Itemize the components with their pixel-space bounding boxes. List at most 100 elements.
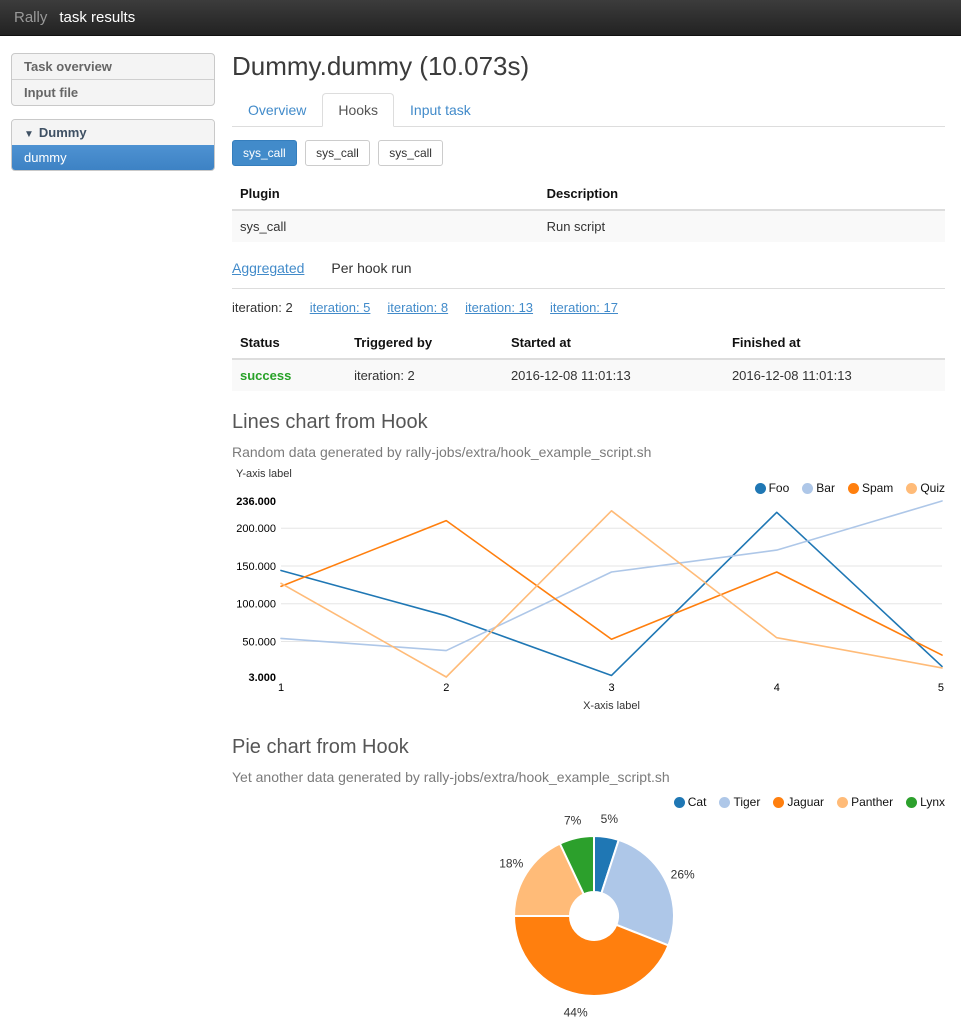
svg-text:7%: 7% bbox=[564, 814, 582, 828]
plugin-table-header-description: Description bbox=[539, 178, 945, 210]
runs-header-finished-at: Finished at bbox=[724, 327, 945, 359]
tab-hooks-link[interactable]: Hooks bbox=[322, 93, 394, 127]
sidebar-nav-group: Task overview Input file bbox=[11, 53, 215, 106]
sidebar-item-input-file[interactable]: Input file bbox=[12, 79, 214, 105]
tab-input-task-link[interactable]: Input task bbox=[394, 93, 487, 127]
tab-overview: Overview bbox=[232, 93, 322, 127]
svg-text:2: 2 bbox=[443, 682, 449, 694]
legend-dot bbox=[802, 483, 813, 494]
plugin-table: Plugin Description sys_call Run script bbox=[232, 178, 945, 242]
legend-dot bbox=[755, 483, 766, 494]
hook-button-3[interactable]: sys_call bbox=[378, 140, 443, 166]
line-chart-canvas: 3.000 50.000 100.000 150.000 200.000 236.000 1… bbox=[232, 464, 945, 716]
legend-item-bar[interactable]: Bar bbox=[802, 481, 835, 495]
svg-text:200.000: 200.000 bbox=[236, 524, 276, 536]
tabs: Overview Hooks Input task bbox=[232, 93, 945, 127]
line-chart-legend: Foo Bar Spam Quiz bbox=[755, 481, 945, 495]
svg-text:3: 3 bbox=[608, 682, 614, 694]
svg-text:150.000: 150.000 bbox=[236, 561, 276, 573]
legend-label: Lynx bbox=[920, 795, 945, 809]
sidebar: Task overview Input file ▼ Dummy dummy bbox=[11, 53, 215, 184]
legend-label: Foo bbox=[769, 481, 790, 495]
legend-dot bbox=[906, 483, 917, 494]
sidebar-group-dummy[interactable]: ▼ Dummy bbox=[12, 120, 214, 145]
triggered-by-cell: iteration: 2 bbox=[346, 359, 503, 391]
tab-input-task: Input task bbox=[394, 93, 487, 127]
line-chart: 3.000 50.000 100.000 150.000 200.000 236.000 1… bbox=[232, 464, 945, 716]
legend-item-jaguar[interactable]: Jaguar bbox=[773, 795, 824, 809]
legend-item-quiz[interactable]: Quiz bbox=[906, 481, 945, 495]
main-content: Dummy.dummy (10.073s) Overview Hooks Inp… bbox=[232, 36, 945, 1026]
legend-label: Tiger bbox=[733, 795, 760, 809]
svg-text:3.000: 3.000 bbox=[248, 672, 276, 684]
aggregated-link[interactable]: Aggregated bbox=[232, 260, 304, 276]
pie-chart: 5% 26% 44% 18% 7% Cat Tiger Jaguar Panther Lynx bbox=[232, 789, 945, 1026]
legend-label: Panther bbox=[851, 795, 893, 809]
pie-chart-legend: Cat Tiger Jaguar Panther Lynx bbox=[674, 795, 945, 809]
svg-text:44%: 44% bbox=[564, 1006, 588, 1020]
legend-dot bbox=[906, 797, 917, 808]
line-chart-subtitle: Random data generated by rally-jobs/extr… bbox=[232, 444, 945, 460]
legend-label: Cat bbox=[688, 795, 707, 809]
legend-item-panther[interactable]: Panther bbox=[837, 795, 893, 809]
navbar-title: task results bbox=[59, 9, 135, 26]
legend-item-foo[interactable]: Foo bbox=[755, 481, 790, 495]
legend-item-cat[interactable]: Cat bbox=[674, 795, 707, 809]
svg-text:5%: 5% bbox=[601, 813, 619, 827]
runs-table: Status Triggered by Started at Finished … bbox=[232, 327, 945, 391]
svg-text:100.000: 100.000 bbox=[236, 599, 276, 611]
caret-down-icon: ▼ bbox=[24, 129, 34, 140]
navbar: Rally task results bbox=[0, 0, 961, 36]
per-hook-run-label: Per hook run bbox=[331, 260, 411, 276]
legend-label: Jaguar bbox=[787, 795, 824, 809]
legend-dot bbox=[773, 797, 784, 808]
pie-chart-canvas: 5% 26% 44% 18% 7% bbox=[232, 789, 945, 1026]
brand-link[interactable]: Rally bbox=[14, 9, 47, 26]
x-axis-label: X-axis label bbox=[281, 700, 942, 712]
legend-dot bbox=[719, 797, 730, 808]
plugin-cell: sys_call bbox=[232, 210, 539, 242]
svg-text:18%: 18% bbox=[499, 857, 523, 871]
table-row: sys_call Run script bbox=[232, 210, 945, 242]
iteration-link-13[interactable]: iteration: 13 bbox=[465, 300, 533, 315]
line-chart-title: Lines chart from Hook bbox=[232, 411, 945, 434]
iteration-link-8[interactable]: iteration: 8 bbox=[387, 300, 448, 315]
legend-label: Quiz bbox=[920, 481, 945, 495]
legend-item-tiger[interactable]: Tiger bbox=[719, 795, 760, 809]
tab-overview-link[interactable]: Overview bbox=[232, 93, 322, 127]
table-row: success iteration: 2 2016-12-08 11:01:13… bbox=[232, 359, 945, 391]
finished-at-cell: 2016-12-08 11:01:13 bbox=[724, 359, 945, 391]
svg-text:5: 5 bbox=[938, 682, 944, 694]
iteration-link-17[interactable]: iteration: 17 bbox=[550, 300, 618, 315]
svg-text:1: 1 bbox=[278, 682, 284, 694]
runs-header-status: Status bbox=[232, 327, 346, 359]
svg-text:50.000: 50.000 bbox=[242, 637, 276, 649]
sidebar-item-task-overview[interactable]: Task overview bbox=[12, 54, 214, 79]
sidebar-item-dummy[interactable]: dummy bbox=[12, 145, 214, 170]
sidebar-scenario-group: ▼ Dummy dummy bbox=[11, 119, 215, 171]
y-axis-label: Y-axis label bbox=[236, 468, 292, 480]
status-badge: success bbox=[232, 359, 346, 391]
tab-hooks: Hooks bbox=[322, 93, 394, 127]
runs-header-triggered-by: Triggered by bbox=[346, 327, 503, 359]
svg-text:236.000: 236.000 bbox=[236, 496, 276, 508]
runs-header-started-at: Started at bbox=[503, 327, 724, 359]
pie-chart-subtitle: Yet another data generated by rally-jobs… bbox=[232, 769, 945, 785]
iteration-current: iteration: 2 bbox=[232, 300, 293, 315]
plugin-table-header-plugin: Plugin bbox=[232, 178, 539, 210]
hook-buttons: sys_call sys_call sys_call bbox=[232, 140, 945, 166]
hook-button-2[interactable]: sys_call bbox=[305, 140, 370, 166]
page-title: Dummy.dummy (10.073s) bbox=[232, 51, 945, 82]
view-toggle: Aggregated Per hook run bbox=[232, 258, 945, 289]
legend-dot bbox=[837, 797, 848, 808]
legend-item-spam[interactable]: Spam bbox=[848, 481, 893, 495]
legend-dot bbox=[674, 797, 685, 808]
svg-text:26%: 26% bbox=[671, 868, 695, 882]
hook-button-1[interactable]: sys_call bbox=[232, 140, 297, 166]
legend-item-lynx[interactable]: Lynx bbox=[906, 795, 945, 809]
svg-text:4: 4 bbox=[774, 682, 780, 694]
description-cell: Run script bbox=[539, 210, 945, 242]
sidebar-group-label: Dummy bbox=[39, 125, 87, 140]
iteration-link-5[interactable]: iteration: 5 bbox=[310, 300, 371, 315]
started-at-cell: 2016-12-08 11:01:13 bbox=[503, 359, 724, 391]
